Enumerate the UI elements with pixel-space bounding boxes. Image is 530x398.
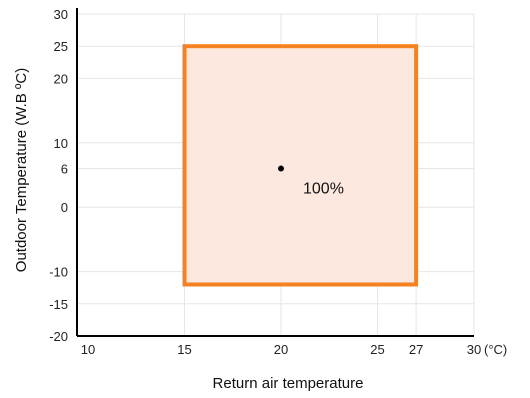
y-tick-label: 6: [61, 162, 68, 177]
y-tick-label: 0: [61, 200, 68, 215]
y-tick-labels: -20 -15 -10 0 6 10 20 25 30: [49, 7, 68, 344]
data-points: 100%: [278, 165, 344, 198]
y-tick-label: 30: [54, 7, 68, 22]
x-tick-label: 30: [467, 342, 481, 357]
y-tick-label: -15: [49, 297, 68, 312]
y-tick-label: 25: [54, 39, 68, 54]
operating-region: [182, 44, 419, 287]
x-tick-label: 27: [409, 342, 423, 357]
x-axis-title: Return air temperature: [213, 375, 364, 392]
point-label: 100%: [303, 181, 344, 198]
x-tick-label: 10: [81, 342, 95, 357]
y-tick-label: -20: [49, 329, 68, 344]
data-point: [278, 165, 284, 172]
x-tick-label: 25: [370, 342, 384, 357]
x-tick-labels: 10 15 20 25 27 30: [81, 342, 481, 357]
y-tick-label: -10: [49, 265, 68, 280]
x-tick-label: 20: [274, 342, 288, 357]
x-tick-label: 15: [177, 342, 191, 357]
y-tick-label: 10: [54, 136, 68, 151]
y-axis-title: Outdoor Temperature (W.B ºC): [13, 68, 30, 272]
x-unit-label: (°C): [484, 342, 507, 357]
axes: [76, 8, 474, 337]
y-tick-label: 20: [54, 71, 68, 86]
